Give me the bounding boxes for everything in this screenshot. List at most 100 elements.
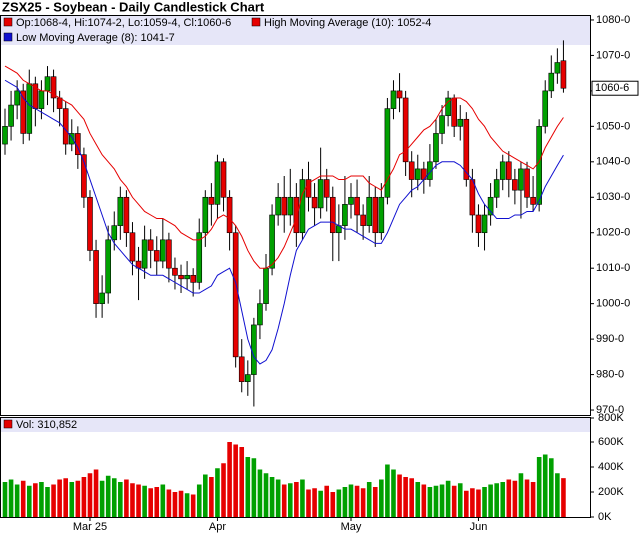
volume-bar — [379, 479, 384, 517]
candle-body — [93, 250, 99, 304]
volume-bar — [306, 489, 311, 517]
volume-bar — [20, 480, 26, 517]
volume-bar — [555, 473, 560, 517]
candle-body — [226, 196, 233, 234]
candle-body — [105, 239, 111, 294]
volume-bar — [118, 482, 123, 517]
candle-body — [99, 292, 105, 304]
volume-bar — [518, 473, 524, 517]
volume-bar — [342, 487, 348, 517]
candle-body — [208, 196, 215, 205]
candle-body — [238, 356, 245, 382]
volume-bar — [8, 479, 14, 517]
y-tick-label: 1030-0 — [596, 191, 630, 203]
volume-bar — [530, 482, 536, 517]
volume-bar — [330, 492, 336, 517]
volume-bar — [257, 469, 263, 517]
candle-body — [20, 90, 27, 134]
candle-body — [287, 196, 294, 216]
legend-swatch — [251, 17, 261, 27]
volume-bar — [190, 494, 196, 517]
volume-bar — [33, 483, 38, 517]
volume-bar — [451, 485, 457, 517]
volume-bar — [500, 482, 506, 517]
volume-bar — [512, 480, 518, 517]
volume-bar — [251, 458, 257, 517]
candle-body — [251, 324, 257, 375]
x-tick-label: Apr — [209, 521, 226, 533]
volume-bar — [464, 490, 469, 517]
candle-body — [384, 108, 391, 198]
candle-body — [378, 196, 385, 234]
volume-bar — [75, 480, 81, 517]
volume-bar — [549, 458, 554, 517]
candle-body — [366, 196, 373, 226]
volume-bar — [348, 484, 354, 517]
volume-bar — [354, 485, 360, 517]
candle-body — [548, 72, 555, 92]
y-tick-label: 970-0 — [596, 404, 624, 416]
candle-body — [50, 76, 57, 99]
y-tick-label: 1070-0 — [596, 49, 630, 61]
volume-bar — [87, 473, 93, 517]
volume-bar — [154, 487, 160, 517]
volume-bar — [178, 490, 184, 517]
candle-body — [354, 196, 360, 216]
volume-bar — [51, 484, 56, 517]
y-tick-label: 1040-0 — [596, 156, 630, 168]
y-tick-label: 980-0 — [596, 368, 624, 380]
volume-bar — [281, 484, 287, 517]
x-tick-label: May — [341, 521, 362, 533]
legend-band — [0, 15, 590, 45]
volume-bar — [391, 469, 396, 517]
legend-swatch — [3, 17, 13, 27]
volume-bar — [26, 485, 32, 517]
volume-bar — [421, 484, 427, 517]
volume-bar — [184, 493, 190, 517]
candle-body — [81, 154, 87, 198]
volume-bar — [142, 485, 147, 517]
legend-text: Op:1068-4, Hi:1074-2, Lo:1059-4, Cl:1060… — [16, 17, 231, 29]
candle-body — [348, 196, 354, 205]
volume-bar — [506, 479, 512, 517]
candle-body — [396, 90, 403, 99]
candle-body — [141, 239, 148, 269]
candle-body — [166, 239, 172, 269]
candle-body — [512, 179, 518, 191]
volume-bar — [227, 442, 232, 517]
candle-body — [68, 133, 75, 145]
volume-bar — [105, 475, 111, 517]
volume-bar — [415, 482, 421, 517]
volume-bar — [69, 482, 75, 517]
volume-bar — [445, 480, 451, 517]
volume-tick-label: 800K — [598, 412, 624, 424]
candle-body — [475, 214, 482, 234]
marks — [2, 40, 567, 517]
candle-body — [8, 104, 14, 127]
x-tick-label: Mar 25 — [73, 521, 107, 533]
candle-body — [214, 161, 221, 205]
candle-body — [439, 115, 445, 134]
volume-bar — [457, 483, 463, 517]
volume-bar — [324, 485, 330, 517]
volume-bar — [203, 474, 208, 517]
volume-bar — [476, 489, 481, 517]
volume-bar — [148, 488, 153, 517]
volume-legend-text: Vol: 310,852 — [16, 419, 77, 431]
volume-bar — [99, 480, 105, 517]
candle-body — [493, 179, 500, 198]
legend-swatch — [3, 32, 13, 42]
volume-bar — [427, 487, 433, 517]
candle-body — [329, 196, 336, 234]
volume-bar — [233, 444, 238, 517]
volume-bar — [294, 482, 299, 517]
candle-body — [38, 90, 45, 109]
candle-body — [372, 196, 379, 234]
candle-body — [445, 97, 451, 117]
candle-body — [299, 179, 306, 234]
volume-bar — [57, 479, 62, 517]
chart-title: ZSX25 - Soybean - Daily Candlestick Char… — [2, 0, 265, 14]
candle-body — [390, 90, 397, 109]
candle-body — [153, 250, 160, 262]
volume-bar — [130, 483, 135, 517]
